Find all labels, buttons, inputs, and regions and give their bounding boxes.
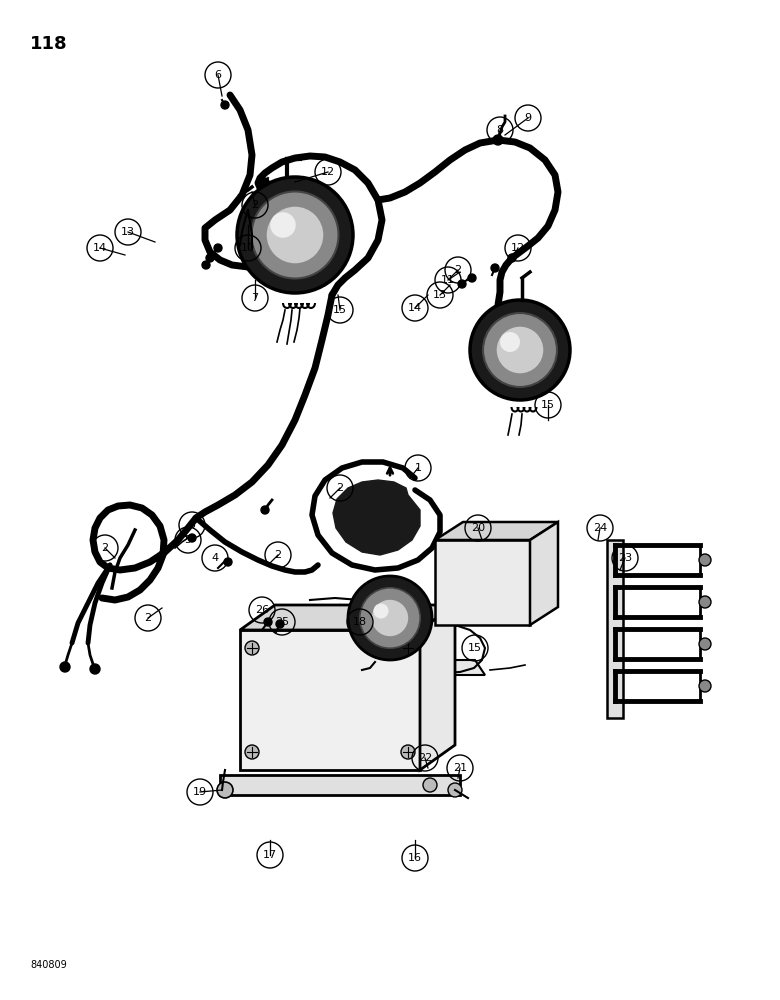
Circle shape bbox=[261, 178, 269, 186]
Polygon shape bbox=[607, 540, 623, 718]
Circle shape bbox=[261, 506, 269, 514]
Circle shape bbox=[508, 254, 516, 262]
Text: 16: 16 bbox=[408, 853, 422, 863]
Text: 11: 11 bbox=[441, 275, 455, 285]
Text: 14: 14 bbox=[408, 303, 422, 313]
Circle shape bbox=[237, 177, 353, 293]
Text: 24: 24 bbox=[593, 523, 607, 533]
Circle shape bbox=[493, 135, 503, 145]
Circle shape bbox=[401, 745, 415, 759]
Text: 22: 22 bbox=[418, 753, 432, 763]
Circle shape bbox=[468, 274, 476, 282]
Circle shape bbox=[448, 783, 462, 797]
Circle shape bbox=[458, 280, 466, 288]
Circle shape bbox=[699, 554, 711, 566]
Text: 26: 26 bbox=[255, 605, 269, 615]
Text: 25: 25 bbox=[275, 617, 289, 627]
Circle shape bbox=[276, 620, 284, 628]
Circle shape bbox=[266, 206, 324, 264]
Circle shape bbox=[500, 332, 520, 352]
Text: 2: 2 bbox=[251, 200, 258, 210]
Text: 1: 1 bbox=[414, 463, 421, 473]
Text: 15: 15 bbox=[468, 643, 482, 653]
Circle shape bbox=[188, 534, 196, 542]
Text: 12: 12 bbox=[321, 167, 335, 177]
Text: 10: 10 bbox=[241, 243, 255, 253]
Circle shape bbox=[270, 212, 296, 238]
Text: 18: 18 bbox=[353, 617, 367, 627]
Circle shape bbox=[491, 264, 499, 272]
Polygon shape bbox=[435, 540, 530, 625]
Circle shape bbox=[264, 618, 272, 626]
Text: 2: 2 bbox=[275, 550, 282, 560]
Text: 13: 13 bbox=[121, 227, 135, 237]
Circle shape bbox=[206, 254, 214, 262]
Circle shape bbox=[60, 662, 70, 672]
Polygon shape bbox=[240, 630, 420, 770]
Polygon shape bbox=[333, 480, 420, 555]
Polygon shape bbox=[240, 605, 455, 630]
Circle shape bbox=[371, 599, 409, 637]
Text: 2: 2 bbox=[101, 543, 108, 553]
Polygon shape bbox=[332, 660, 485, 675]
Polygon shape bbox=[435, 522, 558, 540]
Circle shape bbox=[699, 596, 711, 608]
Circle shape bbox=[251, 192, 339, 278]
Polygon shape bbox=[420, 605, 455, 770]
Circle shape bbox=[483, 313, 557, 387]
Text: 21: 21 bbox=[453, 763, 467, 773]
Text: 9: 9 bbox=[524, 113, 531, 123]
Text: 2: 2 bbox=[336, 483, 343, 493]
Text: 2: 2 bbox=[144, 613, 151, 623]
Text: 7: 7 bbox=[251, 293, 258, 303]
Circle shape bbox=[374, 603, 388, 619]
Circle shape bbox=[221, 101, 229, 109]
Text: 15: 15 bbox=[333, 305, 347, 315]
Text: 2: 2 bbox=[455, 265, 462, 275]
Text: 4: 4 bbox=[211, 553, 218, 563]
Circle shape bbox=[217, 782, 233, 798]
Text: 3: 3 bbox=[189, 520, 196, 530]
Circle shape bbox=[401, 641, 415, 655]
Circle shape bbox=[245, 745, 259, 759]
Circle shape bbox=[214, 244, 222, 252]
Text: 12: 12 bbox=[511, 243, 525, 253]
Circle shape bbox=[699, 638, 711, 650]
Circle shape bbox=[90, 664, 100, 674]
Text: 14: 14 bbox=[93, 243, 107, 253]
Text: 13: 13 bbox=[433, 290, 447, 300]
Polygon shape bbox=[530, 522, 558, 625]
Polygon shape bbox=[220, 775, 460, 795]
Circle shape bbox=[360, 588, 420, 648]
Text: 118: 118 bbox=[30, 35, 68, 53]
Circle shape bbox=[470, 300, 570, 400]
Circle shape bbox=[224, 558, 232, 566]
Circle shape bbox=[245, 641, 259, 655]
Circle shape bbox=[699, 680, 711, 692]
Text: 23: 23 bbox=[618, 553, 632, 563]
Text: 17: 17 bbox=[263, 850, 277, 860]
Circle shape bbox=[423, 778, 437, 792]
Text: 5: 5 bbox=[185, 535, 192, 545]
Text: 840809: 840809 bbox=[30, 960, 67, 970]
Text: 6: 6 bbox=[215, 70, 222, 80]
Text: 20: 20 bbox=[471, 523, 485, 533]
Circle shape bbox=[496, 326, 544, 374]
Text: 8: 8 bbox=[496, 125, 504, 135]
Circle shape bbox=[348, 576, 432, 660]
Text: 15: 15 bbox=[541, 400, 555, 410]
Circle shape bbox=[202, 261, 210, 269]
Text: 19: 19 bbox=[193, 787, 207, 797]
